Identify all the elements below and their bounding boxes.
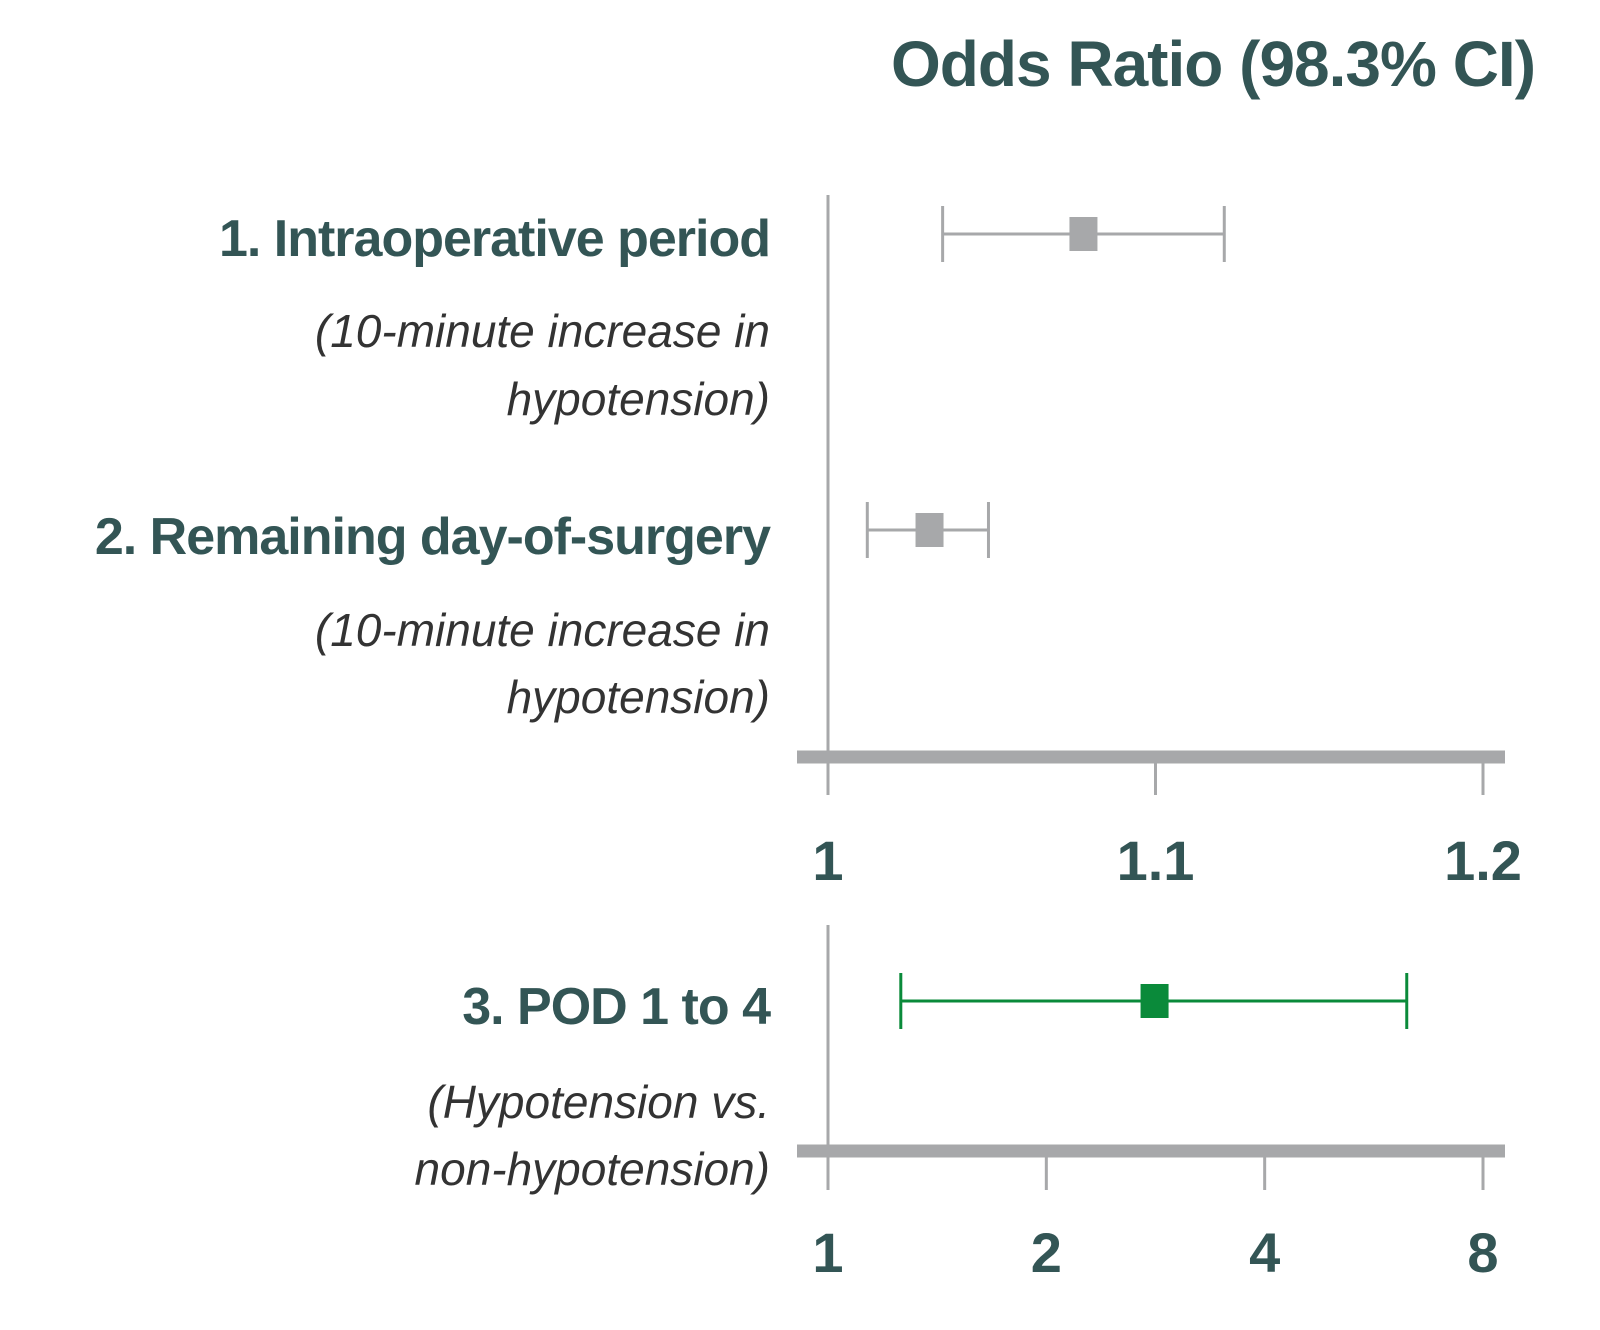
panels: 1 1.1 1.2 1. Intraoperative period (10-minut…: [95, 195, 1522, 1284]
panel-2: 1 2 4 8 3. POD 1 to 4 (Hypotension vs. non-hyp…: [415, 925, 1505, 1284]
row-sublabel: hypotension): [507, 671, 770, 723]
x-tick-label: 1.1: [1117, 829, 1195, 892]
row-sublabel: non-hypotension): [415, 1143, 770, 1195]
x-tick-label: 8: [1467, 1221, 1498, 1284]
x-tick-label: 4: [1249, 1221, 1280, 1284]
x-tick-label: 2: [1031, 1221, 1062, 1284]
row-sublabel: hypotension): [507, 373, 770, 425]
chart-title: Odds Ratio (98.3% CI): [891, 28, 1535, 100]
row-sublabel: (Hypotension vs.: [427, 1076, 770, 1128]
odds-ratio-marker: [1140, 984, 1169, 1018]
panel-1: 1 1.1 1.2 1. Intraoperative period (10-minut…: [95, 195, 1522, 892]
odds-ratio-marker: [915, 513, 944, 547]
x-tick-label: 1: [812, 829, 843, 892]
row-label: 2. Remaining day-of-surgery: [95, 508, 771, 566]
row-label: 3. POD 1 to 4: [462, 978, 771, 1036]
x-tick-label: 1: [812, 1221, 843, 1284]
row-label: 1. Intraoperative period: [219, 210, 770, 268]
row-sublabel: (10-minute increase in: [315, 305, 770, 357]
odds-ratio-marker: [1069, 217, 1098, 251]
row-sublabel: (10-minute increase in: [315, 604, 770, 656]
x-tick-label: 1.2: [1444, 829, 1522, 892]
